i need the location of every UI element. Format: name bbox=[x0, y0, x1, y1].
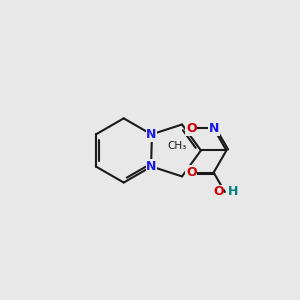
Text: N: N bbox=[208, 122, 219, 135]
Text: O: O bbox=[213, 185, 224, 199]
Text: O: O bbox=[186, 122, 196, 135]
Text: O: O bbox=[186, 166, 196, 179]
Text: CH₃: CH₃ bbox=[167, 141, 186, 151]
Text: N: N bbox=[146, 160, 157, 173]
Text: N: N bbox=[146, 128, 157, 141]
Text: H: H bbox=[228, 185, 238, 199]
